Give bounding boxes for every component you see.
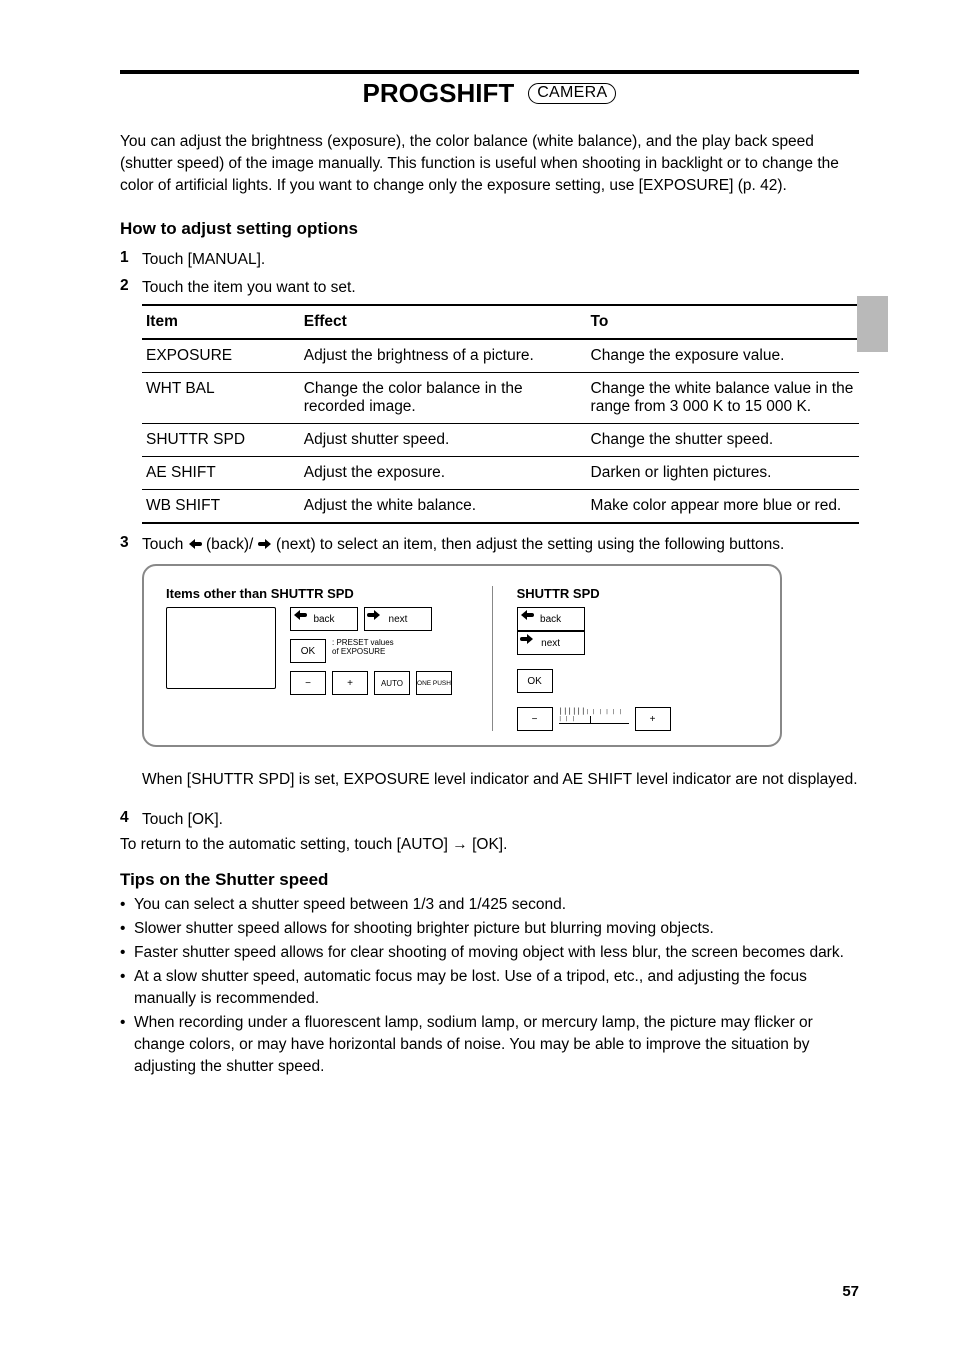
step-number: 1 (120, 249, 142, 271)
col-to: To (587, 305, 859, 339)
ok-button-box: OK (290, 639, 326, 663)
step-text: Touch [OK]. (142, 809, 223, 831)
ok-button-box: OK (517, 669, 553, 693)
next-button-box: next (364, 607, 432, 631)
list-item: Faster shutter speed allows for clear sh… (120, 942, 859, 964)
table-row: EXPOSURE Adjust the brightness of a pict… (142, 339, 859, 373)
title-rule (120, 70, 859, 74)
step-number: 2 (120, 277, 142, 299)
return-back-icon (188, 538, 202, 550)
camera-mode-pill: CAMERA (528, 83, 616, 104)
controls-diagram: Items other than SHUTTR SPD back next (142, 564, 782, 747)
auto-button-box: AUTO (374, 671, 410, 695)
return-auto-line: To return to the automatic setting, touc… (120, 836, 859, 854)
step-text: Touch (back)/ (next) to select an item, … (142, 534, 784, 556)
return-next-icon (258, 538, 272, 550)
step-text: Touch the item you want to set. (142, 277, 356, 299)
step-1: 1 Touch [MANUAL]. (120, 249, 859, 271)
col-item: Item (142, 305, 300, 339)
note-text: When [SHUTTR SPD] is set, EXPOSURE level… (142, 769, 859, 791)
section-heading: How to adjust setting options (120, 219, 859, 239)
preview-screen (166, 607, 276, 689)
return-back-icon (293, 609, 307, 621)
table-row: WB SHIFT Adjust the white balance. Make … (142, 490, 859, 524)
back-button-box: back (290, 607, 358, 631)
plus-button-box: + (332, 671, 368, 695)
return-next-icon (367, 609, 381, 621)
diagram-left-title: Items other than SHUTTR SPD (166, 586, 482, 601)
options-table: Item Effect To EXPOSURE Adjust the brigh… (142, 304, 859, 524)
back-button-box: back (517, 607, 585, 631)
page-number: 57 (842, 1283, 859, 1300)
step-number: 3 (120, 534, 142, 556)
step-2: 2 Touch the item you want to set. (120, 277, 859, 299)
list-item: Slower shutter speed allows for shooting… (120, 918, 859, 940)
page-title: PROGSHIFT (363, 78, 515, 109)
step-number: 4 (120, 809, 142, 831)
title-row: PROGSHIFT CAMERA (120, 78, 859, 109)
minus-button-box: − (290, 671, 326, 695)
table-row: SHUTTR SPD Adjust shutter speed. Change … (142, 424, 859, 457)
tips-heading: Tips on the Shutter speed (120, 870, 859, 890)
onepush-button-box: ONE PUSH (416, 671, 452, 695)
list-item: At a slow shutter speed, automatic focus… (120, 966, 859, 1010)
list-item: You can select a shutter speed between 1… (120, 894, 859, 916)
return-next-icon (520, 633, 534, 645)
minus-button-box: − (517, 707, 553, 731)
step-3: 3 Touch (back)/ (next) to select an item… (120, 534, 859, 556)
preset-note: : PRESET values of EXPOSURE (332, 639, 394, 663)
tips-list: You can select a shutter speed between 1… (120, 894, 859, 1078)
diagram-right-title: SHUTTR SPD (517, 586, 758, 601)
plus-button-box: + (635, 707, 671, 731)
col-effect: Effect (300, 305, 587, 339)
table-row: WHT BAL Change the color balance in the … (142, 373, 859, 424)
list-item: When recording under a fluorescent lamp,… (120, 1012, 859, 1078)
return-back-icon (520, 609, 534, 621)
shutter-slider: ||||||| | | | | | | | | (559, 708, 629, 730)
step-4: 4 Touch [OK]. (120, 809, 859, 831)
intro-paragraph: You can adjust the brightness (exposure)… (120, 131, 859, 197)
step-text: Touch [MANUAL]. (142, 249, 265, 271)
section-tab (857, 296, 888, 352)
next-button-box: next (517, 631, 585, 655)
table-row: AE SHIFT Adjust the exposure. Darken or … (142, 457, 859, 490)
